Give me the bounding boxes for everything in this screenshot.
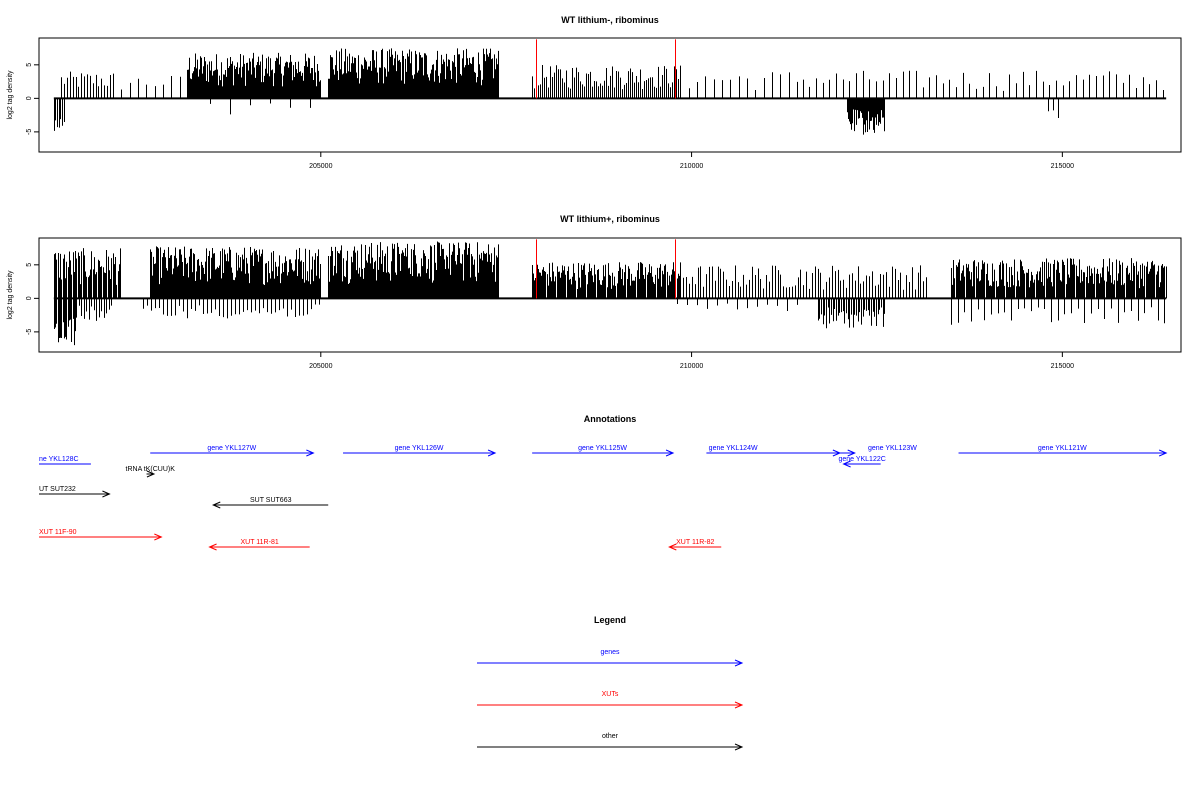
arrow-head: [102, 490, 111, 498]
feature-label: tRNA tK(CUU)K: [126, 466, 176, 473]
y-tick-label: -5: [26, 129, 33, 135]
legend: Legend genes XUTs other: [477, 615, 744, 751]
feature-xut: XUT 11R-81: [208, 539, 310, 551]
arrow-head: [306, 449, 315, 457]
arrow-head: [665, 449, 675, 457]
feature-label: gene YKL125W: [578, 445, 627, 452]
feature-gene: gene YKL124W: [706, 445, 842, 457]
feature-gene: gene YKL125W: [532, 445, 675, 457]
feature-gene: gene YKL127W: [150, 445, 315, 457]
plot-frame: [38, 37, 1182, 153]
signal-bars: [53, 239, 1167, 346]
arrow-head: [734, 743, 744, 751]
arrow-head: [668, 543, 677, 551]
feature-gene: gene YKL123W: [810, 445, 917, 457]
feature-label: XUT 11R-82: [676, 539, 714, 546]
axes: 205000 210000 215000 -5 0 5: [26, 263, 1074, 370]
legend-label: XUTs: [602, 691, 619, 698]
panel-title: WT lithium-, ribominus: [561, 15, 659, 25]
feature-gene: gene YKL122C: [838, 456, 886, 468]
x-tick-label: 210000: [680, 163, 703, 170]
annotations-title: Annotations: [584, 414, 637, 424]
arrow-head: [1158, 449, 1168, 457]
arrow-head: [487, 449, 497, 457]
feature-xut: XUT 11F-90: [39, 529, 163, 541]
legend-entry: other: [477, 733, 744, 751]
arrow-head: [734, 659, 744, 667]
arrow-head: [842, 460, 851, 468]
x-tick-label: 205000: [309, 363, 332, 370]
feature-other: tRNA tK(CUU)K: [126, 466, 176, 478]
x-tick-label: 210000: [680, 363, 703, 370]
x-tick-label: 215000: [1051, 363, 1074, 370]
feature-list: ne YKL128C gene YKL127W gene YKL126W gene Y…: [39, 445, 1168, 551]
legend-entry: genes: [477, 649, 744, 667]
y-axis-label: log2 tag density: [7, 270, 14, 320]
x-tick-label: 215000: [1051, 163, 1074, 170]
feature-gene: gene YKL126W: [343, 445, 497, 457]
feature-label: gene YKL122C: [838, 456, 885, 463]
feature-other: UT SUT232: [39, 486, 111, 498]
feature-label: gene YKL126W: [395, 445, 444, 452]
arrow-head: [847, 449, 856, 457]
feature-label: UT SUT232: [39, 486, 76, 493]
feature-label: gene YKL123W: [868, 445, 917, 452]
y-axis-label: log2 tag density: [7, 70, 14, 120]
plot-frame: [38, 237, 1182, 353]
y-tick-label: 5: [26, 263, 33, 267]
y-tick-label: 0: [26, 296, 33, 300]
legend-label: genes: [600, 649, 620, 656]
panel-title: WT lithium+, ribominus: [560, 214, 660, 224]
y-tick-label: -5: [26, 329, 33, 335]
legend-entries: genes XUTs other: [477, 649, 744, 751]
feature-label: ne YKL128C: [39, 456, 79, 463]
legend-label: other: [602, 733, 619, 740]
annotation-track: Annotations ne YKL128C gene YKL127W gene Y…: [39, 414, 1168, 551]
feature-label: gene YKL121W: [1038, 445, 1087, 452]
legend-entry: XUTs: [477, 691, 744, 709]
arrow-head: [211, 501, 221, 509]
y-tick-label: 5: [26, 63, 33, 67]
track-panel-lithium-minus: WT lithium-, ribominus log2 tag density …: [7, 15, 1182, 170]
feature-xut: XUT 11R-82: [668, 539, 722, 551]
y-tick-label: 0: [26, 96, 33, 100]
arrow-head: [154, 533, 163, 541]
feature-gene: gene YKL121W: [958, 445, 1168, 457]
feature-label: XUT 11R-81: [240, 539, 278, 546]
feature-label: SUT SUT663: [250, 497, 292, 504]
axes: 205000 210000 215000 -5 0 5: [26, 63, 1074, 170]
track-panel-lithium-plus: WT lithium+, ribominus log2 tag density …: [7, 214, 1182, 370]
x-tick-label: 205000: [309, 163, 332, 170]
legend-title: Legend: [594, 615, 626, 625]
arrow-head: [734, 701, 744, 709]
feature-gene: ne YKL128C: [39, 456, 91, 465]
signal-bars: [53, 39, 1167, 135]
arrow-head: [208, 543, 217, 551]
feature-other: SUT SUT663: [211, 497, 329, 509]
feature-label: gene YKL124W: [709, 445, 758, 452]
feature-label: gene YKL127W: [207, 445, 256, 452]
feature-label: XUT 11F-90: [39, 529, 77, 536]
arrow-head: [146, 470, 156, 478]
